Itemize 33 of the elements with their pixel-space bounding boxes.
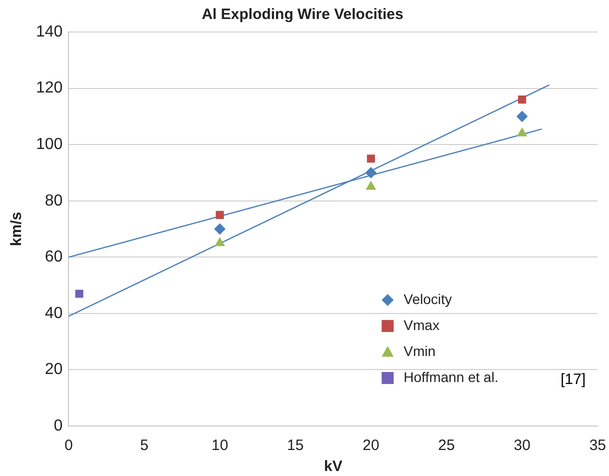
annotation: [17] [560, 371, 586, 388]
x-tick-label: 5 [140, 437, 148, 454]
x-tick-label: 25 [438, 437, 455, 454]
point [516, 110, 528, 122]
y-tick-label: 120 [36, 80, 63, 97]
legend-label: Vmax [404, 316, 440, 333]
x-tick-label: 30 [514, 437, 530, 454]
y-axis-title: km/s [8, 212, 26, 246]
point [365, 167, 376, 178]
legend-label: Hoffmann et al. [404, 368, 498, 385]
y-tick-label: 80 [44, 192, 63, 210]
y-tick-label: 20 [44, 361, 63, 378]
point [215, 238, 225, 246]
y-tick-label: 0 [54, 417, 63, 434]
point [366, 154, 375, 163]
legend-label: Vmin [404, 342, 436, 359]
point [214, 224, 226, 234]
x-tick-label: 15 [287, 437, 304, 454]
point [75, 290, 84, 298]
y-tick-label: 60 [44, 248, 63, 266]
point [366, 181, 376, 190]
y-tick-label: 140 [36, 23, 63, 40]
chart-title: Al Exploding Wire Velocities [202, 6, 404, 24]
point [518, 96, 526, 104]
x-tick-label: 35 [589, 437, 606, 454]
y-tick-label: 40 [44, 304, 63, 322]
legend-label: Velocity [404, 290, 452, 307]
y-tick-label: 100 [36, 136, 63, 153]
x-axis-title: kV [324, 458, 342, 476]
x-tick-label: 10 [211, 437, 228, 454]
point [517, 128, 527, 136]
point [216, 210, 224, 219]
x-tick-label: 20 [362, 437, 380, 454]
